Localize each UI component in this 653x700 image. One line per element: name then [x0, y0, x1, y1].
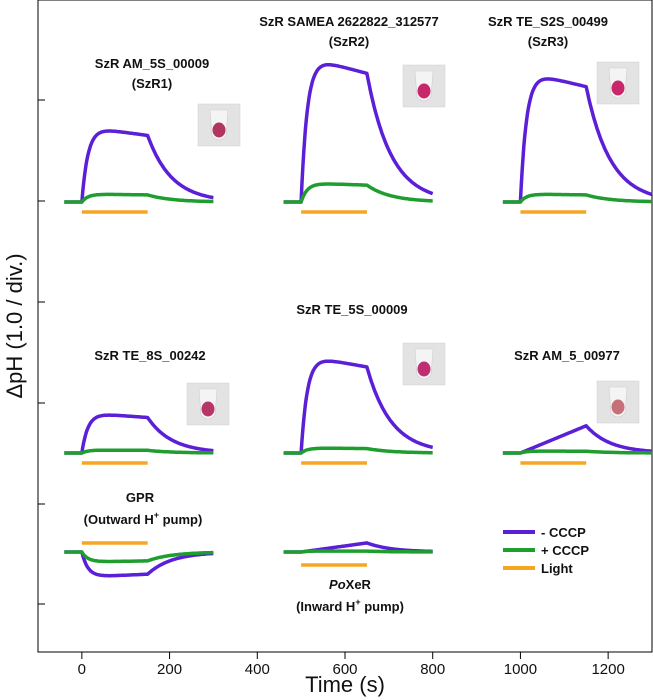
- panel-subtitle-szr2: (SzR2): [329, 34, 369, 49]
- traces: [63, 62, 653, 578]
- y-axis-title: ΔpH (1.0 / div.): [2, 253, 27, 398]
- trace-plus-cccp-5: [502, 449, 653, 455]
- tube-photo-5: [596, 380, 640, 424]
- y-axis: [38, 99, 45, 605]
- trace-minus-cccp-1: [282, 62, 434, 204]
- panel-title-am5: SzR AM_5_00977: [514, 348, 620, 363]
- x-tick-label: 600: [332, 661, 357, 678]
- x-tick-label: 800: [420, 661, 445, 678]
- x-tick-label: 400: [245, 661, 270, 678]
- x-tick-label: 0: [78, 661, 86, 678]
- trace-plus-cccp-7: [282, 549, 434, 554]
- trace-plus-cccp-0: [63, 192, 215, 204]
- trace-minus-cccp-6: [63, 550, 215, 578]
- tube-photo-1: [402, 64, 446, 108]
- panel-title-szr3: SzR TE_S2S_00499: [488, 14, 608, 29]
- tube-photo-4: [402, 342, 446, 386]
- legend: - CCCP + CCCP Light: [503, 525, 589, 576]
- legend-label-minus-cccp: - CCCP: [541, 525, 586, 540]
- trace-plus-cccp-4: [282, 446, 434, 455]
- x-tick-label: 1200: [591, 661, 624, 678]
- x-axis-title: Time (s): [305, 672, 385, 697]
- panel-title-gpr: GPR: [126, 490, 155, 505]
- trace-minus-cccp-2: [502, 77, 653, 204]
- trace-minus-cccp-0: [63, 129, 215, 204]
- panel-subtitle-gpr: (Outward H+ pump): [84, 510, 203, 527]
- trace-minus-cccp-4: [282, 359, 434, 455]
- panel-title-te8s: SzR TE_8S_00242: [94, 348, 205, 363]
- legend-label-light: Light: [541, 561, 573, 576]
- panel-labels: SzR AM_5S_00009 (SzR1) SzR SAMEA 2622822…: [84, 14, 620, 614]
- panel-title-szr1: SzR AM_5S_00009: [95, 56, 209, 71]
- panel-subtitle-poxer: (Inward H+ pump): [296, 597, 404, 614]
- panel-subtitle-szr3: (SzR3): [528, 34, 568, 49]
- trace-plus-cccp-3: [63, 448, 215, 455]
- panel-title-szr2: SzR SAMEA 2622822_312577: [259, 14, 438, 29]
- trace-minus-cccp-3: [63, 413, 215, 455]
- x-axis: 0 200 400 600 800 1000 1200: [78, 652, 625, 678]
- tube-photos: [186, 61, 640, 426]
- legend-label-plus-cccp: + CCCP: [541, 543, 589, 558]
- panel-subtitle-szr1: (SzR1): [132, 76, 172, 91]
- trace-plus-cccp-6: [63, 550, 215, 564]
- tube-photo-3: [186, 382, 230, 426]
- tube-photo-2: [596, 61, 640, 105]
- panel-title-poxer: PoXeR: [329, 577, 372, 592]
- x-tick-label: 200: [157, 661, 182, 678]
- trace-plus-cccp-2: [502, 192, 653, 204]
- tube-photo-0: [197, 103, 241, 147]
- x-tick-label: 1000: [504, 661, 537, 678]
- panel-title-te5s: SzR TE_5S_00009: [296, 302, 407, 317]
- trace-plus-cccp-1: [282, 182, 434, 204]
- trace-minus-cccp-5: [502, 424, 653, 455]
